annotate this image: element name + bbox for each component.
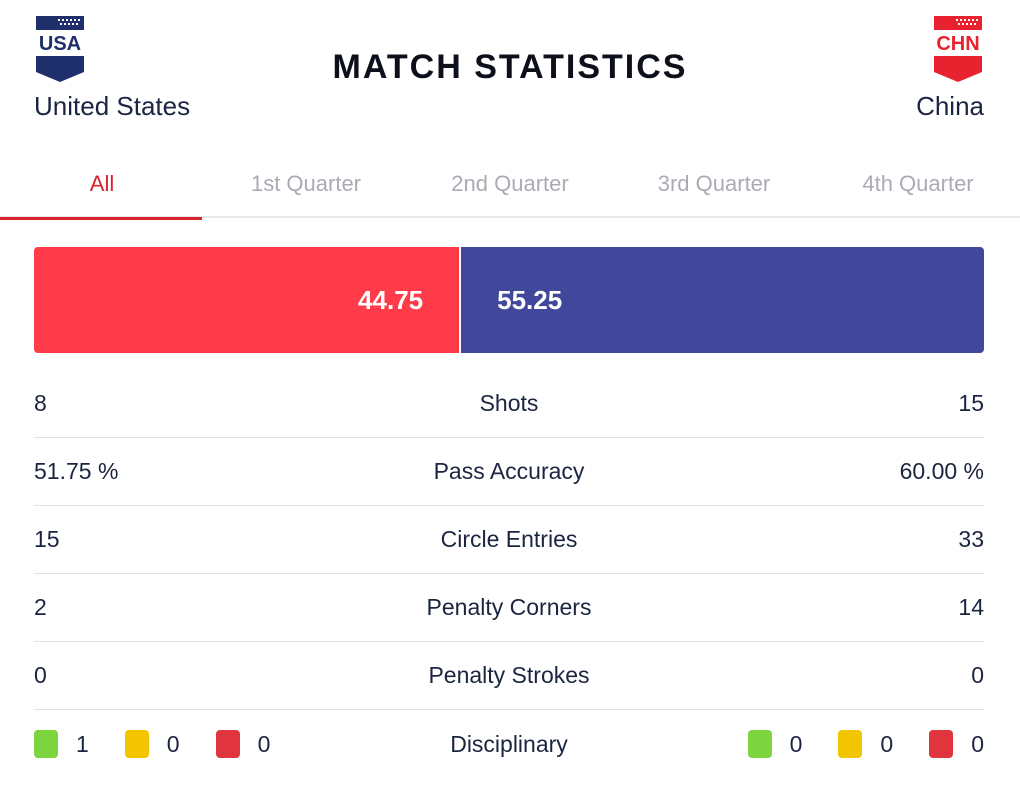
away-yellow-cards: 0: [838, 730, 893, 758]
card-count: 0: [257, 730, 271, 757]
card-count: 0: [789, 730, 803, 757]
away-team-name: China: [916, 91, 984, 121]
card-count: 1: [76, 730, 89, 757]
away-red-cards: 0: [929, 730, 984, 758]
home-team-name: United States: [34, 91, 191, 121]
away-value: 0: [971, 662, 984, 688]
green-card-icon: [747, 730, 772, 758]
stat-row-disciplinary: 1 0 0 Disciplinary 0 0 0: [34, 710, 984, 778]
away-cards: 0 0 0: [712, 730, 984, 758]
possession-home: 44.75: [34, 247, 460, 353]
stats-table: 8 Shots 15 51.75 % Pass Accuracy 60.00 %…: [34, 370, 984, 778]
stat-label: Pass Accuracy: [433, 458, 585, 484]
stat-label: Circle Entries: [440, 526, 578, 552]
away-value: 15: [958, 390, 984, 416]
possession-away: 55.25: [461, 247, 984, 353]
stat-row-pass-accuracy: 51.75 % Pass Accuracy 60.00 %: [34, 438, 984, 506]
possession-bar: 44.75 55.25: [34, 247, 984, 353]
possession-divider: [459, 247, 462, 353]
home-value: 51.75 %: [34, 458, 119, 484]
svg-text:CHN: CHN: [936, 33, 979, 55]
home-value: 8: [34, 390, 47, 416]
stat-label: Shots: [479, 390, 539, 416]
stat-row-circle-entries: 15 Circle Entries 33: [34, 506, 984, 574]
usa-crest-icon: USA: [36, 16, 84, 82]
tab-1st-quarter[interactable]: 1st Quarter: [250, 171, 362, 196]
home-team: USA United States: [34, 16, 190, 122]
match-header: USA United States MATCH STATISTICS CHN C…: [0, 0, 1020, 150]
tab-all[interactable]: All: [0, 150, 204, 220]
stat-row-shots: 8 Shots 15: [34, 370, 984, 438]
green-card-icon: [34, 730, 58, 758]
card-count: 0: [166, 730, 180, 757]
away-green-cards: 0: [747, 730, 803, 758]
card-count: 0: [880, 730, 894, 757]
possession-away-value: 55.25: [497, 284, 563, 315]
china-crest-icon: CHN: [934, 16, 982, 82]
away-value: 60.00 %: [899, 458, 984, 484]
red-card-icon: [929, 730, 954, 758]
home-value: 2: [34, 594, 47, 620]
stat-label: Penalty Strokes: [428, 662, 590, 688]
stat-row-penalty-corners: 2 Penalty Corners 14: [34, 574, 984, 642]
possession-home-value: 44.75: [358, 284, 424, 315]
home-cards: 1 0 0: [34, 730, 306, 758]
red-card-icon: [215, 730, 240, 758]
home-green-cards: 1: [34, 730, 89, 758]
svg-text:USA: USA: [39, 33, 81, 55]
page-title: MATCH STATISTICS: [332, 48, 688, 86]
tab-3rd-quarter[interactable]: 3rd Quarter: [657, 171, 771, 196]
home-red-cards: 0: [215, 730, 271, 758]
stat-label: Penalty Corners: [426, 594, 592, 620]
yellow-card-icon: [124, 730, 149, 758]
tab-2nd-quarter[interactable]: 2nd Quarter: [451, 171, 569, 196]
home-yellow-cards: 0: [124, 730, 180, 758]
card-count: 0: [971, 730, 984, 757]
away-value: 33: [958, 526, 984, 552]
home-value: 0: [34, 662, 47, 688]
tab-4th-quarter[interactable]: 4th Quarter: [862, 171, 974, 196]
away-team: CHN China: [916, 16, 984, 122]
away-value: 14: [958, 594, 984, 620]
period-tabs: All 1st Quarter 2nd Quarter 3rd Quarter …: [0, 150, 1020, 220]
stat-row-penalty-strokes: 0 Penalty Strokes 0: [34, 642, 984, 710]
yellow-card-icon: [838, 730, 863, 758]
home-value: 15: [34, 526, 60, 552]
